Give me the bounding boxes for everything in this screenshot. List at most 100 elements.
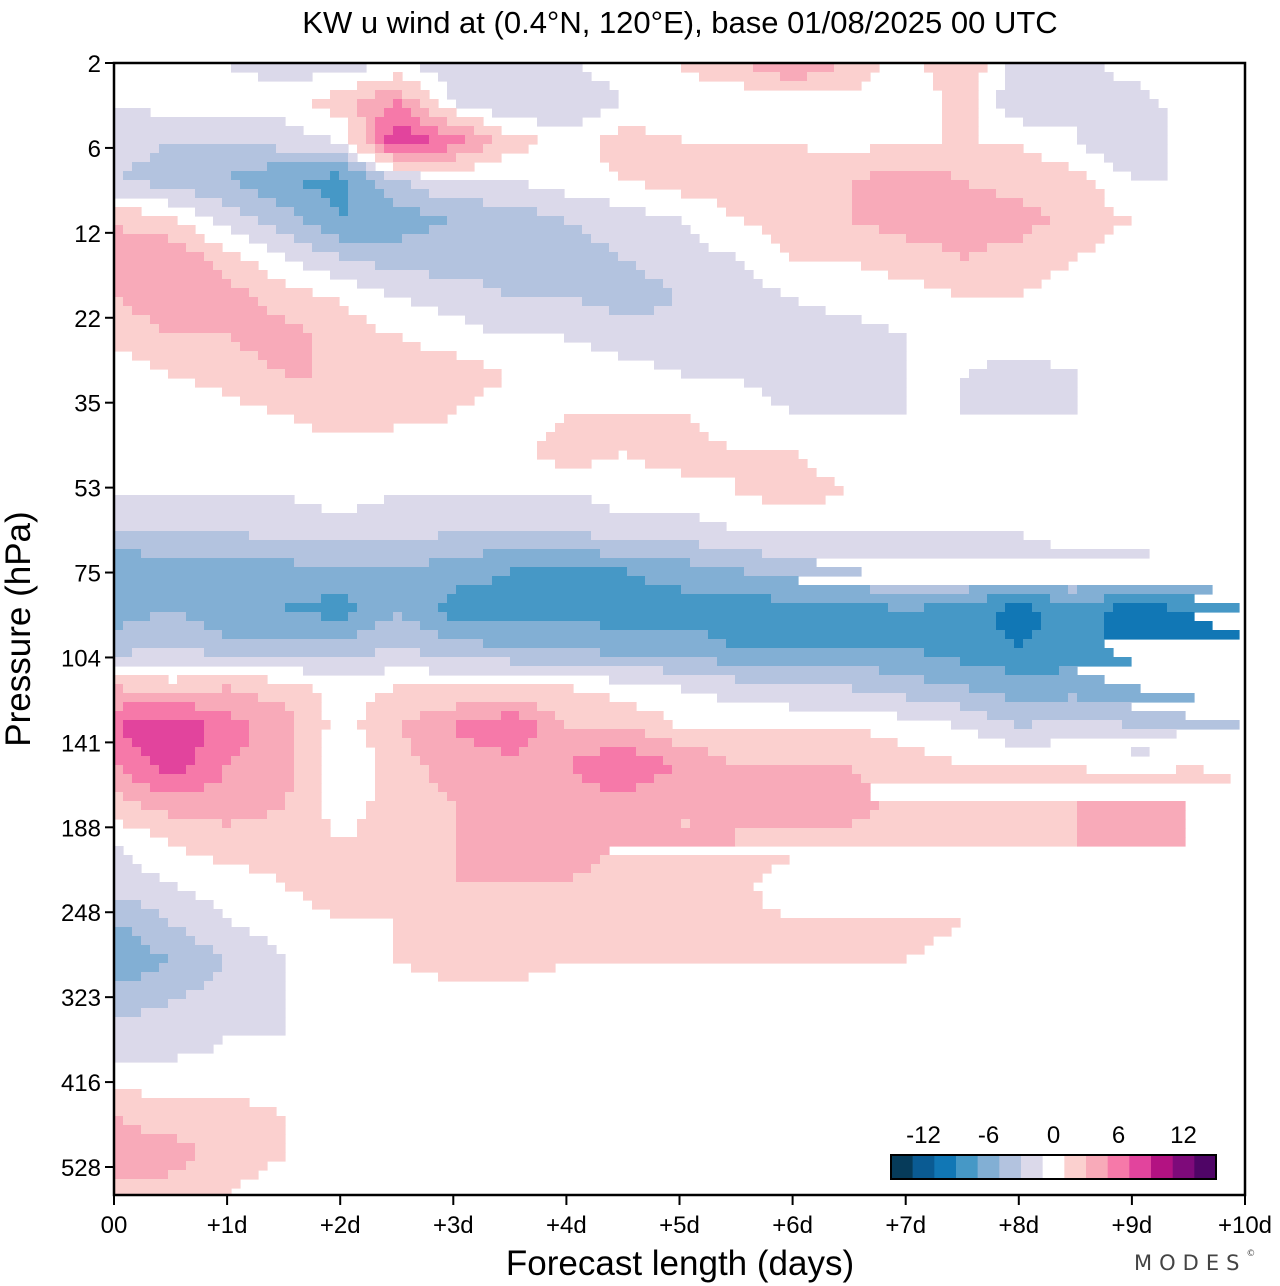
contour-cell [456,153,502,163]
colorbar-swatch [1129,1155,1152,1179]
contour-cell [681,369,907,379]
contour-cell [456,702,538,712]
contour-cell [357,279,484,289]
contour-cell [870,171,952,181]
contour-cell [924,603,1006,613]
contour-cell [303,324,376,334]
x-tick-label: +8d [998,1212,1039,1239]
contour-cell [114,945,151,955]
contour-cell [1005,630,1033,640]
contour-cell [1041,621,1105,631]
contour-cell [429,135,466,145]
contour-cell [969,684,1141,694]
contour-cell [294,558,430,568]
y-tick-label: 22 [74,306,101,333]
contour-cell [312,900,763,910]
colorbar-swatch [1107,1155,1130,1179]
colorbar-swatch [912,1155,935,1179]
modes-logo: MODES© [1134,1249,1255,1275]
contour-cell [492,135,538,145]
contour-cell [114,234,169,244]
contour-cell [429,270,646,280]
contour-cell [312,360,484,370]
contour-cell [600,747,637,757]
contour-cell [294,729,322,739]
contour-cell [114,864,142,874]
contour-cell [888,270,1051,280]
contour-cell [141,936,196,946]
contour-cell [195,747,241,757]
contour-cell [1104,153,1168,163]
contour-cell [267,243,313,253]
contour-cell [456,855,601,865]
contour-cell [132,738,205,748]
contour-cell [735,477,835,487]
contour-cell [114,324,160,334]
chart-title: KW u wind at (0.4°N, 120°E), base 01/08/… [302,5,1057,40]
contour-cell [114,1098,250,1108]
contour-cell [114,306,133,316]
contour-cell [222,684,232,694]
contour-cell [681,819,691,829]
contour-cell [114,972,142,982]
x-tick-label: +5d [659,1212,700,1239]
contour-cell [1041,207,1114,217]
contour-cell [654,360,907,370]
contour-cell [276,144,349,154]
contour-cell [600,135,682,145]
contour-cell [987,594,1051,604]
contour-cell [834,63,880,73]
contour-cell [294,414,448,424]
contour-cell [114,261,214,271]
contour-cell [411,963,556,973]
contour-cell [375,621,421,631]
contour-cell [114,1125,142,1135]
contour-cell [114,711,232,721]
contour-cell [294,756,322,766]
contour-cell [852,189,997,199]
contour-cell [438,603,889,613]
contour-cell [150,828,331,838]
contour-cell [114,189,196,199]
contour-cell [411,126,439,136]
contour-cell [114,918,169,928]
contour-cell [636,747,709,757]
contour-cell [564,720,673,730]
contour-cell [384,495,592,505]
contour-cell [375,783,439,793]
contour-cell [528,738,673,748]
contour-field [114,63,1240,1195]
contour-cell [114,333,232,343]
contour-cell [537,441,727,451]
contour-cell [456,873,574,883]
contour-cell [114,1143,196,1153]
colorbar-swatch [891,1155,913,1179]
contour-cell [987,243,1096,253]
contour-cell [762,495,826,505]
contour-cell [1014,639,1024,649]
contour-cell [852,198,1024,208]
contour-cell [672,297,799,307]
contour-cell [294,738,322,748]
contour-cell [960,387,1078,397]
contour-cell [114,513,700,523]
contour-cell [969,252,1078,262]
contour-cell [393,72,403,82]
contour-cell [150,180,241,190]
contour-cell [123,171,232,181]
contour-cell [159,909,223,919]
contour-cell [645,270,754,280]
contour-cell [123,792,286,802]
contour-cell [1005,108,1168,118]
contour-cell [1023,639,1105,649]
contour-cell [348,162,367,172]
contour-cell [168,234,205,244]
contour-cell [258,693,322,703]
contour-cell [546,432,709,442]
contour-cell [1050,594,1105,604]
contour-cell [645,459,808,469]
contour-cell [195,1143,286,1153]
contour-cell [582,297,673,307]
contour-cell [114,801,142,811]
contour-cell [447,612,997,622]
